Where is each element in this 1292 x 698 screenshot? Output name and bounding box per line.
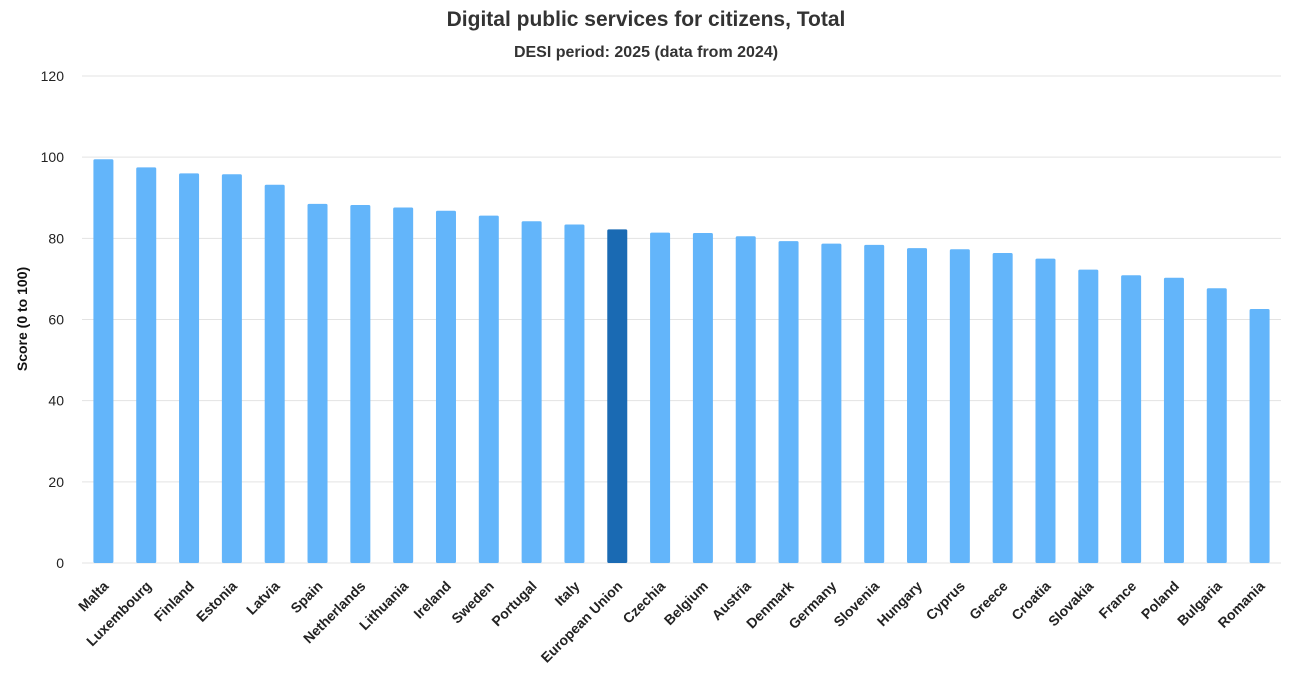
bar-luxembourg bbox=[136, 167, 157, 563]
y-tick-label: 100 bbox=[41, 149, 65, 165]
bar-portugal bbox=[521, 221, 542, 563]
x-tick-label: Finland bbox=[151, 578, 198, 625]
x-tick-label: Slovakia bbox=[1045, 578, 1097, 630]
bar-european-union bbox=[607, 229, 628, 563]
x-tick-label: Romania bbox=[1215, 578, 1268, 631]
bar-sweden bbox=[478, 215, 499, 563]
x-tick-label: Belgium bbox=[661, 578, 711, 628]
bar-poland bbox=[1163, 277, 1184, 563]
bar-spain bbox=[307, 203, 328, 563]
bar-france bbox=[1121, 275, 1142, 563]
bar-germany bbox=[821, 243, 842, 563]
y-tick-label: 40 bbox=[48, 393, 64, 409]
x-tick-label: Greece bbox=[966, 578, 1011, 623]
bar-malta bbox=[93, 159, 114, 563]
y-tick-label: 120 bbox=[41, 68, 65, 84]
bar-austria bbox=[735, 236, 756, 563]
x-tick-label: Czechia bbox=[619, 578, 668, 627]
y-tick-label: 20 bbox=[48, 474, 64, 490]
x-tick-label: Latvia bbox=[243, 578, 283, 618]
x-tick-label: European Union bbox=[538, 578, 626, 666]
bar-denmark bbox=[778, 241, 799, 563]
bar-slovenia bbox=[864, 244, 885, 563]
y-axis-label: Score (0 to 100) bbox=[14, 267, 30, 371]
bar-belgium bbox=[692, 233, 713, 563]
bar-ireland bbox=[435, 210, 456, 563]
chart-subtitle: DESI period: 2025 (data from 2024) bbox=[514, 44, 778, 61]
x-tick-label: Slovenia bbox=[830, 578, 882, 630]
y-tick-label: 80 bbox=[48, 230, 64, 246]
x-tick-label: France bbox=[1095, 578, 1139, 622]
y-axis-ticks: 0 20 40 60 80 100 120 bbox=[41, 68, 65, 571]
y-tick-label: 60 bbox=[48, 312, 64, 328]
x-tick-label: Spain bbox=[287, 578, 325, 616]
x-tick-label: Malta bbox=[75, 578, 112, 615]
gridlines bbox=[82, 75, 1281, 564]
bar-italy bbox=[564, 224, 585, 563]
x-tick-label: Estonia bbox=[193, 578, 240, 625]
bar-croatia bbox=[1035, 258, 1056, 563]
x-tick-label: Hungary bbox=[874, 578, 926, 630]
x-tick-label: Cyprus bbox=[923, 578, 969, 624]
y-tick-label: 0 bbox=[56, 555, 64, 571]
bar-finland bbox=[179, 173, 200, 563]
chart-title: Digital public services for citizens, To… bbox=[447, 8, 846, 31]
x-tick-label: Italy bbox=[551, 578, 582, 609]
x-tick-label: Portugal bbox=[488, 578, 539, 629]
bar-latvia bbox=[264, 184, 285, 563]
bar-slovakia bbox=[1078, 269, 1099, 563]
bar-lithuania bbox=[393, 207, 414, 564]
bar-bulgaria bbox=[1206, 288, 1227, 563]
bar-netherlands bbox=[350, 205, 371, 563]
bar-czechia bbox=[650, 232, 671, 563]
bar-cyprus bbox=[949, 249, 970, 563]
bar-estonia bbox=[221, 174, 242, 563]
bar-romania bbox=[1249, 308, 1270, 563]
x-tick-label: Germany bbox=[785, 578, 839, 632]
bar-greece bbox=[992, 252, 1013, 563]
bar-hungary bbox=[907, 248, 928, 563]
bars bbox=[93, 159, 1270, 564]
